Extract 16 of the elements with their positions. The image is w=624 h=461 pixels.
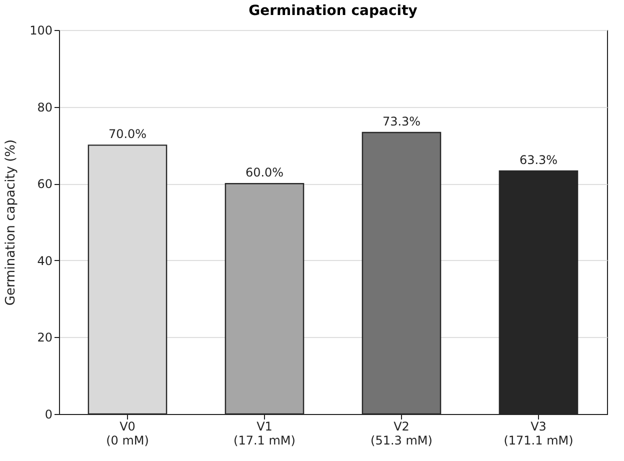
y-tick-label: 80 bbox=[37, 100, 52, 114]
data-label: 60.0% bbox=[245, 166, 284, 180]
data-label: 73.3% bbox=[382, 114, 421, 129]
data-label: 70.0% bbox=[108, 127, 147, 142]
y-tick-label: 100 bbox=[30, 24, 52, 38]
x-tick-label: V2 (51.3 mM) bbox=[370, 420, 432, 448]
x-tick-label: V3 (171.1 mM) bbox=[504, 420, 574, 448]
y-axis-title: Germination capacity (%) bbox=[4, 139, 19, 306]
y-tick-label: 20 bbox=[37, 330, 52, 345]
y-tick-label: 60 bbox=[37, 177, 52, 192]
y-tick-label: 40 bbox=[37, 254, 52, 268]
chart-title: Germination capacity bbox=[248, 3, 418, 19]
y-tick-label: 0 bbox=[44, 408, 52, 422]
x-tick-label: V0 (0 mM) bbox=[106, 420, 149, 448]
data-label: 63.3% bbox=[519, 152, 558, 167]
x-tick-label: V1 (17.1 mM) bbox=[234, 420, 296, 448]
